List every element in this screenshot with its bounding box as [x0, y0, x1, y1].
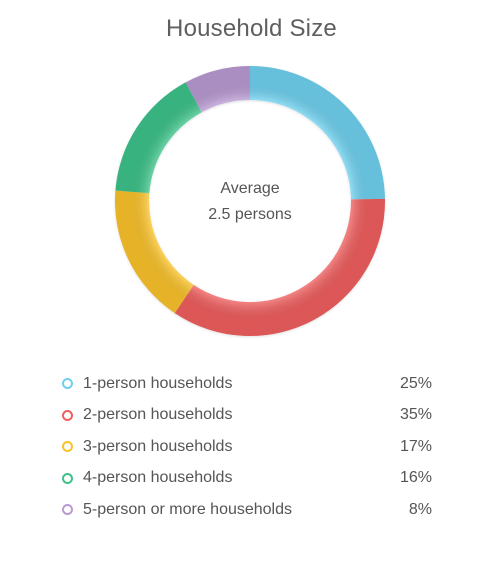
- legend-value: 25%: [399, 374, 432, 392]
- legend-item[interactable]: 3-person households 17%: [62, 431, 432, 463]
- legend-marker-icon: [62, 472, 73, 484]
- donut-center-label: Average 2.5 persons: [150, 176, 350, 228]
- legend-item[interactable]: 5-person or more households 8%: [62, 494, 432, 526]
- chart-title: Household Size: [166, 15, 337, 42]
- legend-marker-icon: [62, 504, 73, 516]
- donut-shading: [115, 66, 385, 336]
- legend-marker-icon: [62, 409, 73, 421]
- legend-item[interactable]: 2-person households 35%: [62, 400, 432, 432]
- legend-label: 2-person households: [83, 406, 233, 424]
- center-label-line2: 2.5 persons: [208, 206, 292, 223]
- legend-value: 17%: [399, 437, 432, 455]
- legend-item[interactable]: 4-person households 16%: [62, 463, 432, 495]
- legend-marker-icon: [62, 378, 73, 390]
- legend-label: 3-person households: [83, 437, 233, 455]
- legend-marker-icon: [62, 441, 73, 453]
- legend-value: 16%: [399, 469, 432, 487]
- donut-chart: [115, 66, 385, 336]
- legend-value: 35%: [399, 406, 432, 424]
- legend-value: 8%: [408, 500, 432, 518]
- legend-item[interactable]: 1-person households 25%: [62, 368, 432, 400]
- chart-legend: 1-person households 25% 2-person household…: [62, 368, 432, 526]
- legend-label: 1-person households: [83, 374, 233, 392]
- legend-label: 5-person or more households: [83, 500, 293, 518]
- center-label-line1: Average: [220, 180, 280, 197]
- legend-label: 4-person households: [83, 469, 233, 487]
